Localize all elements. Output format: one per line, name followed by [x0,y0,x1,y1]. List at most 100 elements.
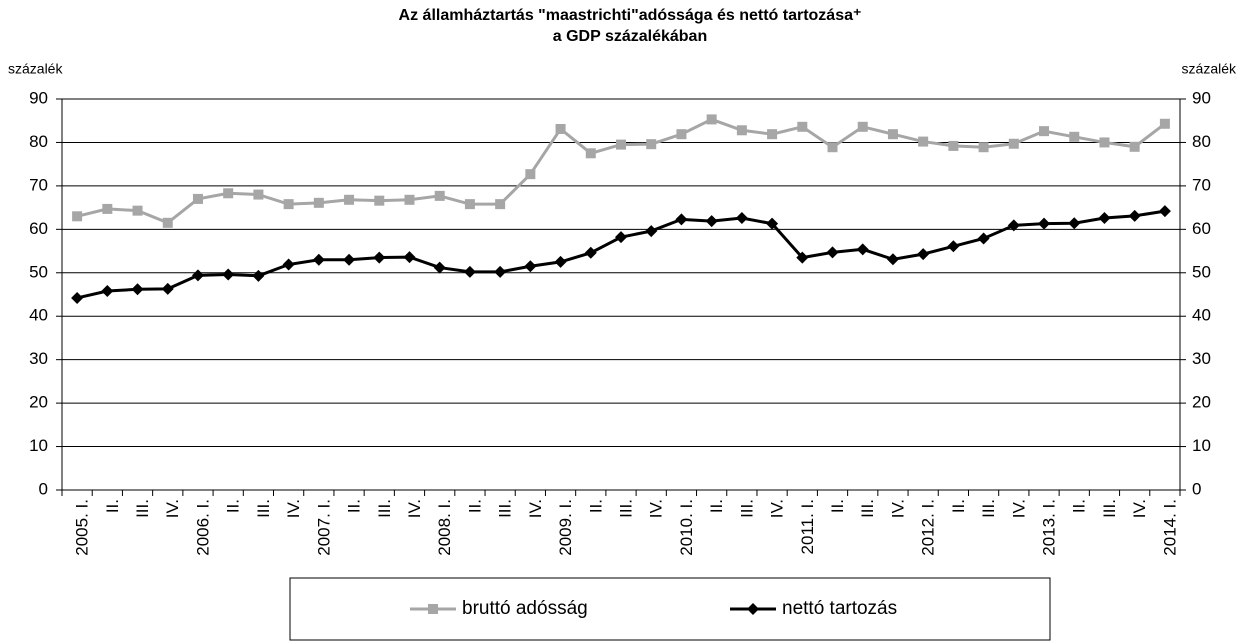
x-tick-label: IV. [1009,499,1028,518]
x-tick-label: 2009. I. [556,499,575,556]
y2-tick-label: 70 [1192,175,1211,194]
y-tick-label: 50 [29,262,48,281]
y-tick-label: 40 [29,306,48,325]
point-marker [403,251,416,264]
point-marker [71,291,84,304]
y2-tick-label: 50 [1192,262,1211,281]
x-tick-label: IV. [768,499,787,518]
x-tick-label: 2013. I. [1040,499,1059,556]
point-marker [886,253,899,266]
point-marker [1069,131,1080,142]
y2-tick-label: 20 [1192,393,1211,412]
point-marker [736,125,747,136]
series-line [76,117,1166,225]
point-marker [102,203,113,214]
legend-swatch-marker [428,604,438,614]
point-marker [918,136,929,147]
x-tick-label: II. [586,499,605,513]
x-tick-label: II. [1070,499,1089,513]
x-tick-label: III. [254,499,273,518]
point-marker [1039,126,1050,137]
point-marker [646,139,657,150]
x-tick-label: 2012. I. [919,499,938,556]
point-marker [978,142,989,153]
point-marker [887,129,898,140]
x-tick-label: IV. [284,499,303,518]
point-marker [826,246,839,259]
point-marker [524,260,537,273]
point-marker [616,139,626,150]
point-marker [404,194,415,205]
y-axis-label: százalék [8,61,63,77]
x-tick-label: II. [465,499,484,513]
point-marker [1159,118,1170,129]
x-tick-label: IV. [647,499,666,518]
point-marker [1068,217,1081,230]
point-marker [343,253,356,266]
point-marker [856,243,869,256]
y2-tick-label: 80 [1192,132,1211,151]
x-tick-label: 2006. I. [193,499,212,556]
point-marker [554,255,567,268]
x-tick-label: 2008. I. [435,499,454,556]
legend-swatch-marker [747,603,759,615]
point-marker [735,212,748,225]
point-marker [192,193,203,204]
point-marker [283,199,294,210]
point-marker [191,269,204,282]
y2-tick-label: 0 [1192,479,1201,498]
point-marker [645,225,658,238]
point-marker [131,283,144,296]
point-marker [706,114,717,125]
x-tick-label: IV. [526,499,545,518]
point-marker [555,123,566,134]
y-tick-label: 10 [29,436,48,455]
point-marker [433,261,446,274]
point-marker [312,253,325,266]
point-marker [434,190,445,201]
x-tick-label: III. [737,499,756,518]
x-tick-label: II. [949,499,968,513]
y-tick-label: 60 [29,219,48,238]
x-tick-label: 2005. I. [73,499,92,556]
x-tick-label: II. [224,499,243,513]
point-marker [161,282,174,295]
point-marker [767,129,778,140]
point-marker [253,189,264,200]
x-tick-label: 2010. I. [677,499,696,556]
point-marker [1007,219,1020,232]
point-marker [313,197,324,208]
point-marker [1098,212,1111,225]
point-marker [72,211,83,222]
y-tick-label: 80 [29,132,48,151]
point-marker [1129,141,1140,152]
y-tick-label: 20 [29,393,48,412]
point-marker [948,140,959,151]
y-tick-label: 0 [39,479,48,498]
point-marker [373,251,386,264]
x-tick-label: III. [979,499,998,518]
y2-tick-label: 10 [1192,436,1211,455]
point-marker [282,258,295,271]
y2-tick-label: 60 [1192,219,1211,238]
point-marker [585,148,596,159]
point-marker [977,232,990,245]
x-tick-label: 2014. I. [1160,499,1179,556]
point-marker [101,285,114,298]
x-tick-label: III. [496,499,515,518]
x-tick-label: III. [616,499,635,518]
y2-tick-label: 30 [1192,349,1211,368]
point-marker [676,129,687,140]
point-marker [797,121,808,132]
point-marker [857,121,868,132]
series-line [76,209,1166,300]
x-tick-label: 2011. I. [798,499,817,554]
point-marker [1158,205,1171,218]
point-marker [344,194,355,205]
x-tick-label: IV. [888,499,907,518]
point-marker [162,217,173,228]
chart-title: Az államháztartás "maastrichti"adóssága … [399,7,862,24]
chart-subtitle: a GDP százalékában [553,28,707,45]
legend-label: bruttó adósság [462,598,588,619]
